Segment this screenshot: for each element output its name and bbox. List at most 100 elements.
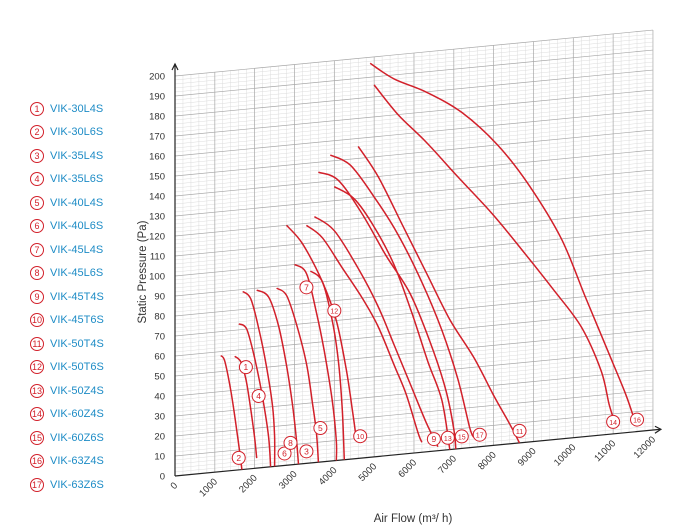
legend-item: 2 VIK-30L6S	[30, 121, 140, 145]
curve-marker-label: 11	[516, 429, 523, 436]
legend-label: VIK-60Z6S	[50, 431, 104, 444]
x-tick-label: 2000	[237, 473, 260, 496]
series-curve	[329, 154, 475, 438]
curve-marker-label: 13	[444, 436, 452, 443]
curve-marker-label: 8	[288, 438, 293, 448]
curve-marker	[440, 430, 455, 445]
x-tick-label: 11000	[592, 438, 618, 464]
curve-marker	[251, 388, 266, 403]
legend-number-badge: 9	[30, 289, 44, 304]
x-axis-line	[174, 428, 661, 477]
y-tick-label: 40	[154, 392, 165, 403]
series-curve	[234, 355, 258, 459]
y-tick-label: 170	[149, 132, 165, 143]
series-curve	[313, 215, 439, 448]
curve-marker-label: 4	[256, 391, 261, 401]
y-tick-label: 110	[150, 252, 165, 263]
legend-item: 10 VIK-45T6S	[30, 309, 140, 333]
legend-item: 15 VIK-60Z6S	[30, 426, 140, 450]
legend-item: 1 VIK-30L4S	[30, 97, 140, 121]
grid-line-major	[174, 69, 653, 117]
curve-marker-label: 9	[432, 434, 437, 444]
y-tick-label: 160	[149, 152, 165, 163]
grid-line-major	[174, 49, 653, 97]
legend-item: 13 VIK-50Z4S	[30, 379, 140, 403]
x-tick-label: 10000	[552, 442, 578, 468]
series-curve	[318, 171, 457, 450]
series-curve	[242, 290, 276, 467]
curve-marker-label: 14	[609, 420, 617, 427]
legend-label: VIK-45T4S	[50, 290, 104, 303]
series-curve	[285, 224, 357, 439]
legend-number-badge: 17	[30, 477, 44, 492]
legend-number-badge: 6	[30, 219, 44, 234]
curve-marker	[353, 429, 368, 444]
x-tick-label: 12000	[632, 434, 658, 460]
legend-label: VIK-40L4S	[50, 196, 104, 209]
legend-label: VIK-40L6S	[50, 220, 104, 233]
y-tick-label: 150	[149, 172, 165, 183]
legend-item: 9 VIK-45T4S	[30, 285, 140, 309]
legend-label: VIK-50T6S	[50, 361, 104, 374]
curve-marker-label: 2	[236, 453, 241, 463]
legend-number-badge: 1	[30, 101, 44, 116]
series-curve	[305, 224, 423, 443]
x-tick-label: 8000	[476, 450, 499, 473]
legend-label: VIK-30L6S	[50, 126, 104, 139]
x-tick-label: 6000	[396, 457, 419, 480]
curve-marker	[238, 360, 253, 375]
curve-marker-label: 17	[476, 433, 484, 440]
x-tick-label: 5000	[357, 461, 380, 484]
curve-marker-label: 16	[633, 418, 641, 425]
curve-marker	[630, 412, 645, 427]
legend-item: 12 VIK-50T6S	[30, 356, 140, 380]
y-tick-label: 10	[154, 452, 165, 463]
curve-marker	[231, 450, 246, 465]
grid-line-major	[174, 349, 653, 397]
legend-label: VIK-50T4S	[50, 337, 104, 350]
grid-line-major	[174, 269, 653, 317]
y-tick-label: 80	[154, 312, 165, 323]
legend-number-badge: 10	[30, 313, 44, 328]
curve-marker-label: 7	[304, 282, 309, 292]
y-tick-label: 200	[149, 72, 165, 83]
grid-line-major	[174, 209, 653, 257]
x-tick-label: 7000	[436, 454, 459, 477]
grid-line-major	[174, 249, 653, 297]
legend-label: VIK-35L6S	[50, 173, 104, 186]
grid-line-major	[174, 389, 653, 437]
legend-number-badge: 11	[30, 336, 44, 351]
x-axis-title: Air Flow (m³/ h)	[374, 513, 453, 525]
curve-marker	[299, 444, 314, 459]
legend-number-badge: 15	[30, 430, 44, 445]
curve-marker	[472, 427, 487, 442]
series-curve	[294, 263, 338, 461]
grid-line-major	[174, 29, 653, 77]
y-tick-label: 180	[149, 112, 165, 123]
legend-number-badge: 7	[30, 242, 44, 257]
curve-marker-label: 6	[282, 448, 287, 458]
series-curve	[357, 145, 521, 444]
legend-number-badge: 14	[30, 407, 44, 422]
x-tick-label: 0	[169, 480, 181, 492]
y-tick-label: 90	[154, 292, 165, 303]
x-axis-arrow	[654, 425, 663, 434]
series-curve	[220, 355, 243, 470]
legend-number-badge: 5	[30, 195, 44, 210]
curve-marker	[327, 303, 342, 318]
legend-number-badge: 16	[30, 454, 44, 469]
curve-marker-label: 12	[330, 309, 338, 316]
x-tick-label: 3000	[277, 469, 300, 492]
series-curve	[238, 323, 272, 467]
curve-marker-label: 5	[318, 423, 323, 433]
grid-line-major	[174, 289, 653, 337]
grid-line-major	[174, 409, 653, 457]
legend-label: VIK-30L4S	[50, 102, 104, 115]
grid-line-major	[174, 229, 653, 277]
legend-number-badge: 8	[30, 266, 44, 281]
grid-line-major	[174, 329, 653, 377]
y-axis-title: Static Pressure (Pa)	[137, 220, 149, 323]
legend-label: VIK-45T6S	[50, 314, 104, 327]
legend-number-badge: 4	[30, 172, 44, 187]
